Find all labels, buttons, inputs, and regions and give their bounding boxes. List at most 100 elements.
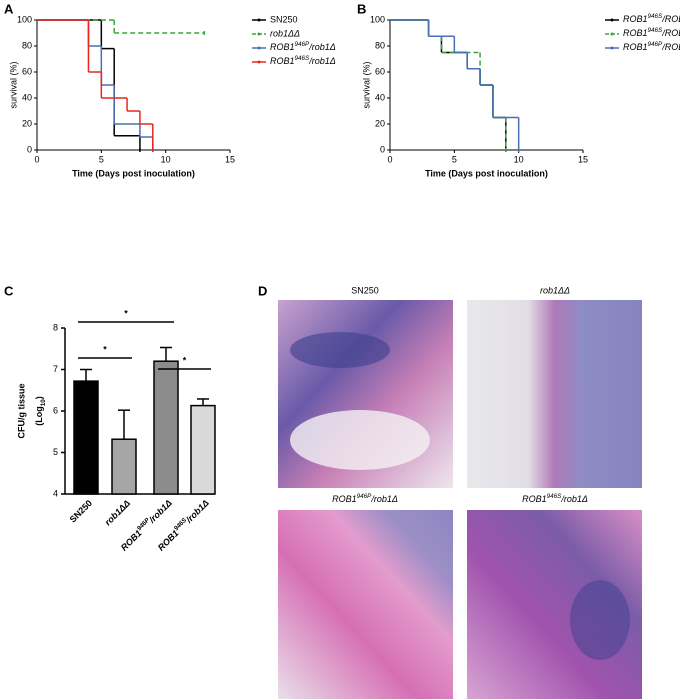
legend-label: ROB1946S/rob1Δ [270,55,336,66]
image-title: ROB1946P/rob1Δ [332,493,398,504]
text-part: /rob1Δ [370,494,398,504]
legend-marker [610,18,614,22]
superscript: 946P [357,493,373,500]
legend-label: SN250 [270,14,298,24]
x-tick-label: 0 [387,154,392,164]
legend-label: ROB1946P/ROB1946P [623,41,680,52]
image-title: ROB1946S/rob1Δ [522,493,588,504]
text-part: /ROB [661,14,680,24]
bar [153,360,179,495]
image-title: SN250 [351,285,379,295]
legend-marker [257,60,261,64]
superscript: 946S [547,493,563,500]
x-tick-label: 5 [452,154,457,164]
histology-images [278,300,642,699]
x-tick-label: 5 [99,154,104,164]
y-tick-label: 100 [370,14,385,24]
legend-marker [257,32,261,36]
tissue-detail [290,410,430,470]
y-tick-label: 5 [53,447,58,457]
text-part: ROB1 [623,14,648,24]
y-tick-label: 0 [27,144,32,154]
text-part: ROB1 [623,42,648,52]
y-tick-label: 8 [53,322,58,332]
text-part: /rob1Δ [560,494,588,504]
text-part: /rob1Δ [146,498,174,526]
x-tick-label: SN250 [68,498,95,525]
subscript: 10 [40,399,47,407]
x-tick-label: 0 [34,154,39,164]
text-part: ROB1 [522,494,547,504]
text-part: /ROB1 [661,42,680,52]
y-tick-label: 80 [22,40,32,50]
x-tick-label: 15 [225,154,235,164]
survival-curve [390,19,507,152]
y-tick-label: 7 [53,364,58,374]
survival-curve [390,19,507,152]
text-part: ROB1 [270,42,295,52]
superscript: 946P [648,41,664,48]
y-tick-label: 60 [375,66,385,76]
legend-label: rob1ΔΔ [270,28,300,38]
text-part: /ROB1 [661,28,680,38]
panel-label: D [258,283,267,298]
significance-label: * [124,308,128,318]
survival-curve [37,19,154,152]
legend-marker [257,46,261,50]
y-axis-label: CFU/g tissue [16,383,26,438]
text-part: /rob1Δ [183,498,211,526]
bar [111,438,137,495]
y-axis-label: survival (%) [8,61,18,108]
y-tick-label: 20 [375,118,385,128]
text-part: ) [34,396,44,399]
x-tick-label: 10 [514,154,524,164]
histology-image [278,510,453,699]
legend-label: ROB1946S/ROB1946S [623,27,680,38]
superscript: 946S [648,27,664,34]
tissue-detail [290,332,390,368]
text-part: ROB1 [270,56,295,66]
bar [190,404,216,495]
legend-marker [610,32,614,36]
text-part: ROB1 [332,494,357,504]
x-axis-label: Time (Days post inoculation) [425,168,548,178]
panel-label: C [4,283,14,298]
image-title: rob1ΔΔ [540,285,570,295]
histology-image [467,300,642,488]
y-tick-label: 80 [375,40,385,50]
significance-label: * [183,355,187,365]
panel-label: A [4,1,14,16]
legend-label: ROB1946P/rob1Δ [270,41,336,52]
y-tick-label: 100 [17,14,32,24]
text-part: /rob1Δ [308,42,336,52]
text-part: ROB1 [623,28,648,38]
y-axis-label: survival (%) [361,61,371,108]
text-part: /rob1Δ [308,56,336,66]
superscript: 946P [295,41,311,48]
y-tick-label: 6 [53,405,58,415]
y-tick-label: 40 [375,92,385,102]
survival-curve [390,19,520,152]
legend-label: ROB1946S/ROB946P [623,13,680,24]
y-axis-label: (Log10) [34,396,47,426]
y-tick-label: 4 [53,488,58,498]
y-tick-label: 20 [22,118,32,128]
legend-marker [610,46,614,50]
x-tick-label: rob1ΔΔ [103,498,132,527]
y-tick-label: 60 [22,66,32,76]
y-tick-label: 0 [380,144,385,154]
superscript: 946S [648,13,664,20]
survival-curve [37,19,206,35]
x-tick-label: 15 [578,154,588,164]
panel-label: B [357,1,366,16]
x-tick-label: 10 [161,154,171,164]
survival-curve [37,19,154,152]
superscript: 946S [295,55,311,62]
x-axis-label: Time (Days post inoculation) [72,168,195,178]
significance-label: * [103,344,107,354]
legend-marker [257,18,261,22]
tissue-detail [570,580,630,660]
text-part: (Log [34,406,44,426]
